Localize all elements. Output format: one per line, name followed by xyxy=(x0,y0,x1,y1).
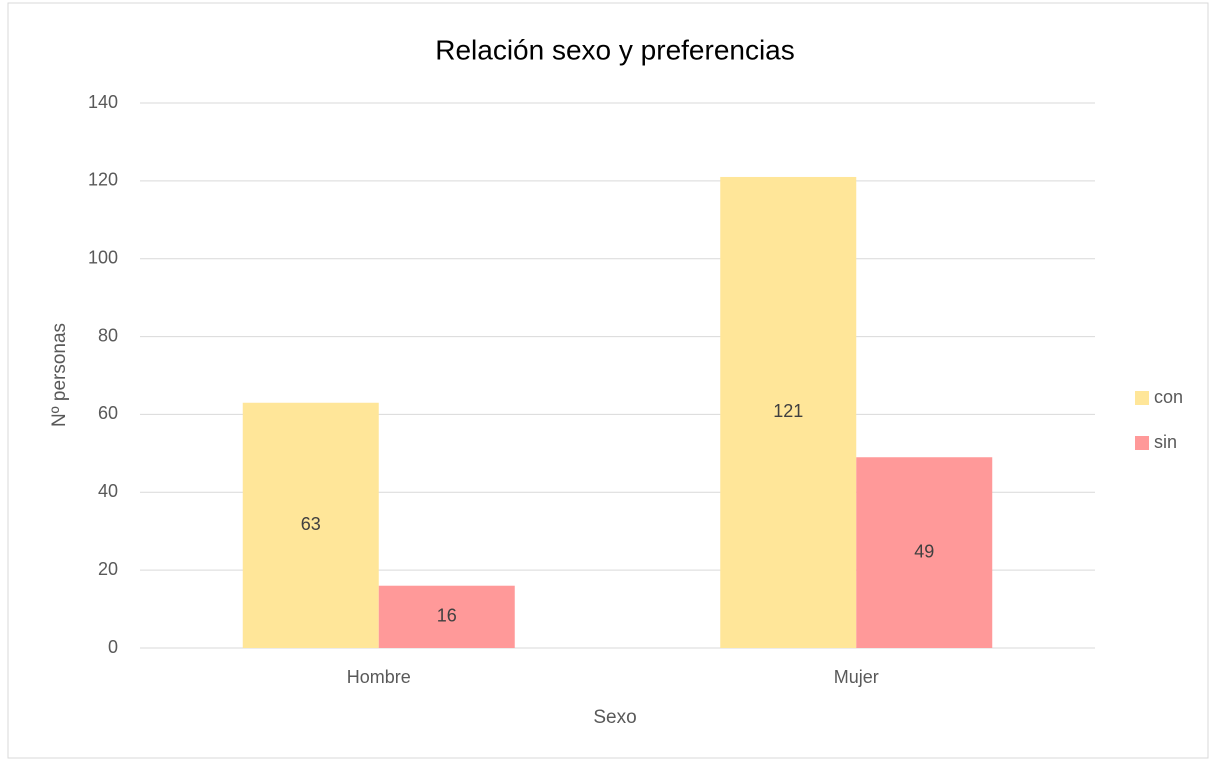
y-tick-label: 140 xyxy=(88,92,118,112)
x-tick-label: Mujer xyxy=(834,667,879,687)
chart-border xyxy=(7,2,1209,759)
y-tick-label: 40 xyxy=(98,481,118,501)
legend-label: con xyxy=(1154,387,1183,407)
chart-title: Relación sexo y preferencias xyxy=(435,34,795,65)
y-tick-label: 80 xyxy=(98,325,118,345)
x-axis-label: Sexo xyxy=(593,707,636,728)
x-tick-label: Hombre xyxy=(347,667,411,687)
y-tick-label: 60 xyxy=(98,403,118,423)
bar xyxy=(378,585,515,648)
y-tick-label: 120 xyxy=(88,170,118,190)
bar xyxy=(856,457,993,648)
data-label: 63 xyxy=(301,514,321,534)
data-label: 49 xyxy=(914,541,934,561)
data-label: 16 xyxy=(437,606,457,626)
y-tick-label: 100 xyxy=(88,247,118,267)
legend-label: sin xyxy=(1154,432,1177,452)
y-tick-label: 0 xyxy=(108,637,118,657)
legend-swatch xyxy=(1135,391,1149,405)
legend-swatch xyxy=(1135,436,1149,450)
bar xyxy=(242,402,379,648)
y-tick-label: 20 xyxy=(98,559,118,579)
data-label: 121 xyxy=(773,401,803,421)
y-axis-label: Nº personas xyxy=(49,323,70,427)
bar xyxy=(720,176,857,648)
